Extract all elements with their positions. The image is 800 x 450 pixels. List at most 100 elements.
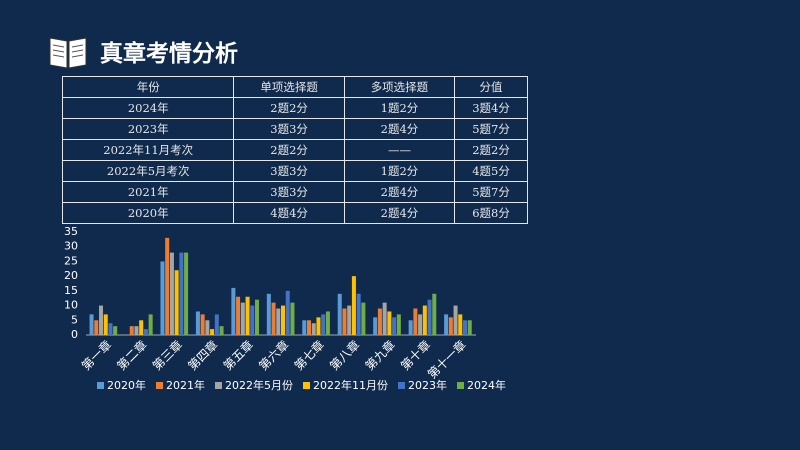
bar <box>165 237 170 335</box>
bar <box>174 270 179 335</box>
bar <box>139 320 144 335</box>
legend-swatch <box>398 382 405 389</box>
table-row: 2021年 3题3分 2题4分 5题7分 <box>61 181 528 203</box>
bar <box>325 311 330 335</box>
bar <box>361 302 366 335</box>
table-cell: 6题8分 <box>454 202 528 224</box>
bar <box>99 305 104 335</box>
table-cell: 2题4分 <box>343 118 456 140</box>
x-tick-label: 第六章 <box>256 337 292 373</box>
bar <box>356 293 361 335</box>
bar <box>143 329 148 335</box>
legend-swatch <box>457 382 464 389</box>
bar <box>160 261 165 335</box>
y-tick-label: 25 <box>64 254 78 267</box>
bar <box>392 317 397 335</box>
bar <box>458 314 463 335</box>
y-tick-label: 35 <box>64 225 78 238</box>
bar <box>205 320 210 335</box>
bar <box>245 296 250 335</box>
bar <box>302 320 307 335</box>
legend-label: 2020年 <box>107 378 146 392</box>
bar <box>134 326 139 335</box>
bar <box>113 326 118 335</box>
bar <box>129 326 134 335</box>
bar <box>94 320 99 335</box>
bar <box>422 305 427 335</box>
y-tick-label: 5 <box>71 313 78 326</box>
bar <box>396 314 401 335</box>
table-cell: 2题2分 <box>233 139 345 161</box>
bar <box>290 302 295 335</box>
x-tick-label: 第一章 <box>78 337 114 373</box>
y-tick-label: 30 <box>64 240 78 253</box>
bar <box>179 252 184 335</box>
table-cell: 5题7分 <box>454 181 528 203</box>
bar <box>266 293 271 335</box>
bar <box>427 299 432 335</box>
x-tick-label: 第三章 <box>149 337 185 373</box>
bar <box>418 314 423 335</box>
bar <box>89 314 94 335</box>
x-tick-label: 第九章 <box>362 337 398 373</box>
table-cell: 2020年 <box>61 202 235 224</box>
table-cell: 2024年 <box>61 97 235 119</box>
bar <box>337 293 342 335</box>
bar <box>408 320 413 335</box>
x-tick-label: 第二章 <box>114 337 150 373</box>
bar <box>255 299 260 335</box>
bar <box>169 252 174 335</box>
y-tick-label: 10 <box>64 299 78 312</box>
x-tick-label: 第八章 <box>326 337 362 373</box>
x-tick-label: 第七章 <box>291 337 327 373</box>
y-tick-label: 20 <box>64 269 78 282</box>
legend-label: 2023年 <box>408 378 447 392</box>
bar <box>236 296 241 335</box>
bar <box>281 305 286 335</box>
table-cell: 3题3分 <box>233 118 345 140</box>
bar <box>240 302 245 335</box>
y-tick-label: 15 <box>64 284 78 297</box>
bar <box>377 308 382 335</box>
bar <box>219 326 224 335</box>
bar <box>250 305 255 335</box>
bar <box>108 323 113 335</box>
bar <box>321 314 326 335</box>
bar <box>210 329 215 335</box>
bar <box>311 323 316 335</box>
table-row: 2022年5月考次 3题3分 1题2分 4题5分 <box>61 160 528 182</box>
legend-label: 2024年 <box>467 378 506 392</box>
x-tick-label: 第五章 <box>220 337 256 373</box>
bar <box>285 290 290 335</box>
bar <box>316 317 321 335</box>
y-tick-label: 0 <box>71 328 78 341</box>
bar <box>103 314 108 335</box>
bar <box>347 305 352 335</box>
bar <box>231 287 236 335</box>
bar <box>307 320 312 335</box>
book-icon <box>49 37 87 69</box>
legend-swatch <box>215 382 222 389</box>
table-cell: 多项选择题 <box>343 76 456 98</box>
table-cell: 2022年11月考次 <box>61 139 235 161</box>
bar <box>444 314 449 335</box>
bar <box>463 320 468 335</box>
slide-title: 真章考情分析 <box>100 41 238 67</box>
bar <box>351 276 356 335</box>
bar <box>413 308 418 335</box>
legend-label: 2021年 <box>166 378 205 392</box>
legend-swatch <box>303 382 310 389</box>
table-row: 2020年 4题4分 2题4分 6题8分 <box>61 202 528 224</box>
bar <box>382 302 387 335</box>
bar <box>448 317 453 335</box>
exam-table: 年份 单项选择题 多项选择题 分值 2024年 2题2分 1题2分 3题4分 2023年 3题3分… <box>61 76 528 224</box>
bar <box>148 314 153 335</box>
legend-label: 2022年5月份 <box>225 378 293 392</box>
bar <box>184 252 189 335</box>
legend-swatch <box>97 382 104 389</box>
legend-label: 2022年11月份 <box>313 378 388 392</box>
bar <box>200 314 205 335</box>
bar <box>453 305 458 335</box>
table-row: 2024年 2题2分 1题2分 3题4分 <box>61 97 528 119</box>
